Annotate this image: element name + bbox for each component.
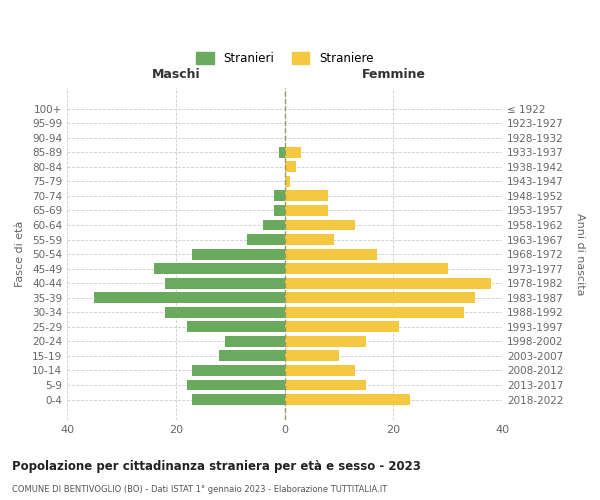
Bar [284,380,366,390]
Y-axis label: Fasce di età: Fasce di età [15,221,25,288]
Bar [187,380,284,390]
Bar [284,322,399,332]
Bar [94,292,284,303]
Bar [220,350,284,362]
Bar [154,263,284,274]
Bar [284,162,296,172]
Bar [284,220,355,230]
Bar [284,234,334,245]
Bar [284,365,355,376]
Text: Femmine: Femmine [361,68,425,82]
Bar [284,350,339,362]
Bar [225,336,284,347]
Bar [165,278,284,288]
Bar [192,248,284,260]
Bar [284,336,366,347]
Legend: Stranieri, Straniere: Stranieri, Straniere [191,48,378,70]
Bar [192,365,284,376]
Text: Popolazione per cittadinanza straniera per età e sesso - 2023: Popolazione per cittadinanza straniera p… [12,460,421,473]
Bar [263,220,284,230]
Bar [192,394,284,405]
Bar [274,190,284,202]
Bar [284,394,410,405]
Bar [284,278,491,288]
Bar [284,190,328,202]
Bar [279,146,284,158]
Bar [247,234,284,245]
Bar [284,263,448,274]
Y-axis label: Anni di nascita: Anni di nascita [575,213,585,296]
Bar [284,307,464,318]
Bar [165,307,284,318]
Bar [284,146,301,158]
Text: Maschi: Maschi [152,68,200,82]
Bar [284,176,290,187]
Bar [274,205,284,216]
Bar [187,322,284,332]
Bar [284,205,328,216]
Bar [284,248,377,260]
Bar [284,292,475,303]
Text: COMUNE DI BENTIVOGLIO (BO) - Dati ISTAT 1° gennaio 2023 - Elaborazione TUTTITALI: COMUNE DI BENTIVOGLIO (BO) - Dati ISTAT … [12,485,387,494]
